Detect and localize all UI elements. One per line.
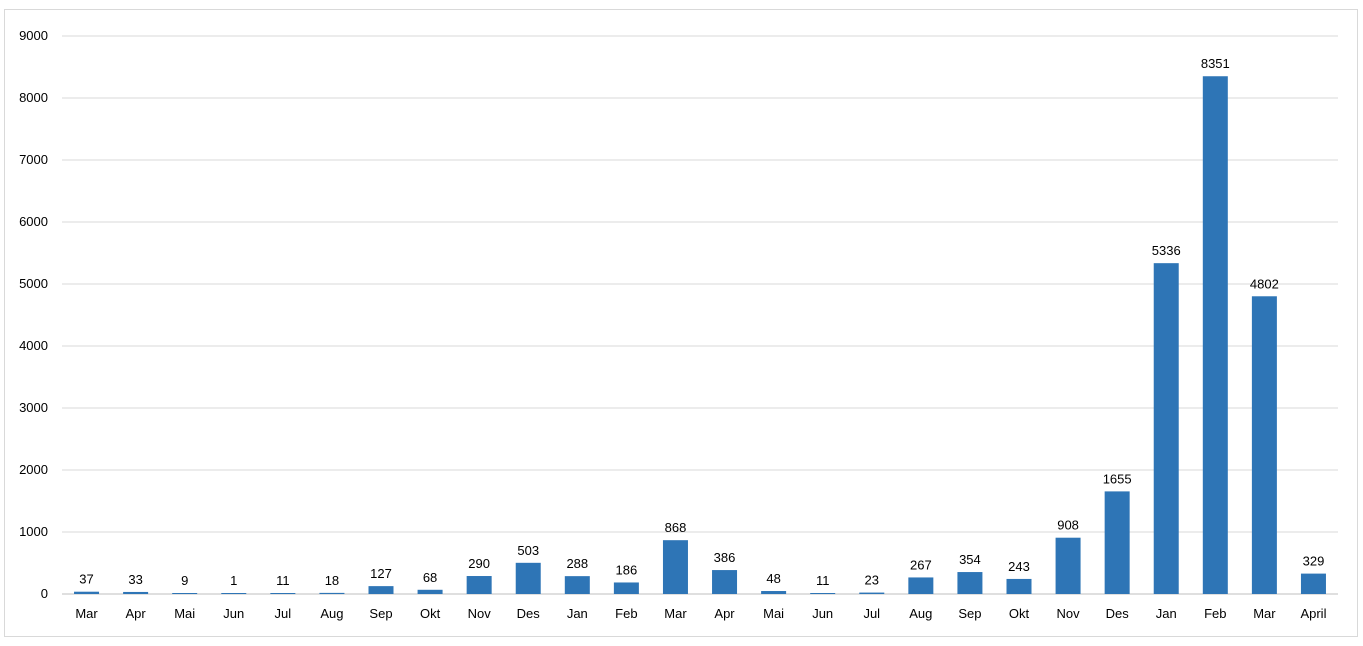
data-label: 127 bbox=[370, 566, 392, 581]
data-label: 503 bbox=[517, 543, 539, 558]
data-label: 354 bbox=[959, 552, 981, 567]
bar bbox=[1153, 263, 1179, 594]
data-label: 4802 bbox=[1250, 276, 1279, 291]
y-tick-label: 2000 bbox=[19, 462, 48, 477]
data-label: 33 bbox=[128, 572, 142, 587]
data-label: 37 bbox=[79, 572, 93, 587]
data-label: 243 bbox=[1008, 559, 1030, 574]
x-tick-label: April bbox=[1300, 606, 1326, 621]
data-label: 18 bbox=[325, 573, 339, 588]
data-label: 11 bbox=[816, 573, 830, 588]
data-label: 9 bbox=[181, 573, 188, 588]
bar bbox=[908, 577, 934, 594]
x-tick-label: Jan bbox=[567, 606, 588, 621]
bar bbox=[662, 540, 688, 594]
x-tick-label: Des bbox=[1106, 606, 1130, 621]
data-label: 8351 bbox=[1201, 56, 1230, 71]
x-tick-label: Aug bbox=[909, 606, 932, 621]
data-label: 1655 bbox=[1103, 471, 1132, 486]
x-axis-tick-labels: Mar Apr Mai Jun Jul Aug Sep Okt Nov Des Jan Feb Mar A… bbox=[75, 606, 1326, 621]
y-tick-label: 1000 bbox=[19, 524, 48, 539]
bar bbox=[1300, 573, 1326, 594]
x-tick-label: Mai bbox=[174, 606, 195, 621]
bar bbox=[123, 591, 149, 594]
y-tick-label: 0 bbox=[41, 586, 48, 601]
x-tick-label: Okt bbox=[420, 606, 441, 621]
bar bbox=[221, 593, 247, 594]
data-label: 68 bbox=[423, 570, 437, 585]
x-tick-label: Aug bbox=[320, 606, 343, 621]
data-label: 290 bbox=[468, 556, 490, 571]
bar bbox=[270, 593, 296, 594]
bar bbox=[1202, 76, 1228, 595]
y-tick-label: 3000 bbox=[19, 400, 48, 415]
bar bbox=[859, 592, 885, 594]
bar bbox=[957, 572, 983, 594]
data-label: 5336 bbox=[1152, 243, 1181, 258]
bars bbox=[74, 76, 1326, 595]
y-tick-label: 4000 bbox=[19, 338, 48, 353]
gridlines bbox=[62, 35, 1338, 595]
x-tick-label: Feb bbox=[1204, 606, 1226, 621]
bar bbox=[1251, 296, 1277, 594]
bar bbox=[712, 570, 738, 594]
x-tick-label: Mar bbox=[1253, 606, 1276, 621]
data-label: 329 bbox=[1303, 554, 1325, 569]
x-tick-label: Jan bbox=[1156, 606, 1177, 621]
data-label: 186 bbox=[616, 562, 638, 577]
x-tick-label: Nov bbox=[1057, 606, 1081, 621]
bar bbox=[74, 591, 100, 594]
x-tick-label: Jul bbox=[863, 606, 880, 621]
y-tick-label: 7000 bbox=[19, 152, 48, 167]
y-tick-label: 9000 bbox=[19, 28, 48, 43]
data-label: 267 bbox=[910, 557, 932, 572]
data-label: 23 bbox=[865, 573, 879, 588]
data-label: 1 bbox=[230, 573, 237, 588]
x-tick-label: Mar bbox=[75, 606, 98, 621]
bar bbox=[613, 582, 639, 594]
data-label: 48 bbox=[766, 571, 780, 586]
bar bbox=[319, 592, 345, 594]
y-axis-tick-labels: 0 1000 2000 3000 4000 5000 6000 7000 8000 9000 bbox=[19, 28, 48, 601]
data-label: 908 bbox=[1057, 518, 1079, 533]
x-tick-label: Mar bbox=[664, 606, 687, 621]
bar bbox=[564, 576, 590, 594]
y-tick-label: 8000 bbox=[19, 90, 48, 105]
x-tick-label: Sep bbox=[369, 606, 392, 621]
x-tick-label: Jul bbox=[275, 606, 292, 621]
data-label: 288 bbox=[566, 556, 588, 571]
bar bbox=[515, 562, 541, 594]
data-label: 11 bbox=[276, 573, 290, 588]
data-label: 386 bbox=[714, 550, 736, 565]
bar bbox=[761, 591, 787, 594]
data-label: 868 bbox=[665, 520, 687, 535]
x-tick-label: Sep bbox=[958, 606, 981, 621]
x-tick-label: Jun bbox=[812, 606, 833, 621]
x-tick-label: Feb bbox=[615, 606, 637, 621]
bar bbox=[368, 586, 394, 594]
bar bbox=[417, 589, 443, 594]
x-tick-label: Apr bbox=[125, 606, 146, 621]
y-tick-label: 6000 bbox=[19, 214, 48, 229]
bar bbox=[1055, 537, 1081, 594]
bar bbox=[1006, 578, 1032, 594]
bar bbox=[810, 593, 836, 594]
bar bbox=[466, 576, 492, 594]
bar bbox=[172, 593, 198, 594]
y-tick-label: 5000 bbox=[19, 276, 48, 291]
x-tick-label: Nov bbox=[468, 606, 492, 621]
x-tick-label: Jun bbox=[223, 606, 244, 621]
x-tick-label: Mai bbox=[763, 606, 784, 621]
x-tick-label: Des bbox=[517, 606, 541, 621]
x-tick-label: Apr bbox=[714, 606, 735, 621]
x-tick-label: Okt bbox=[1009, 606, 1030, 621]
bar bbox=[1104, 491, 1130, 594]
